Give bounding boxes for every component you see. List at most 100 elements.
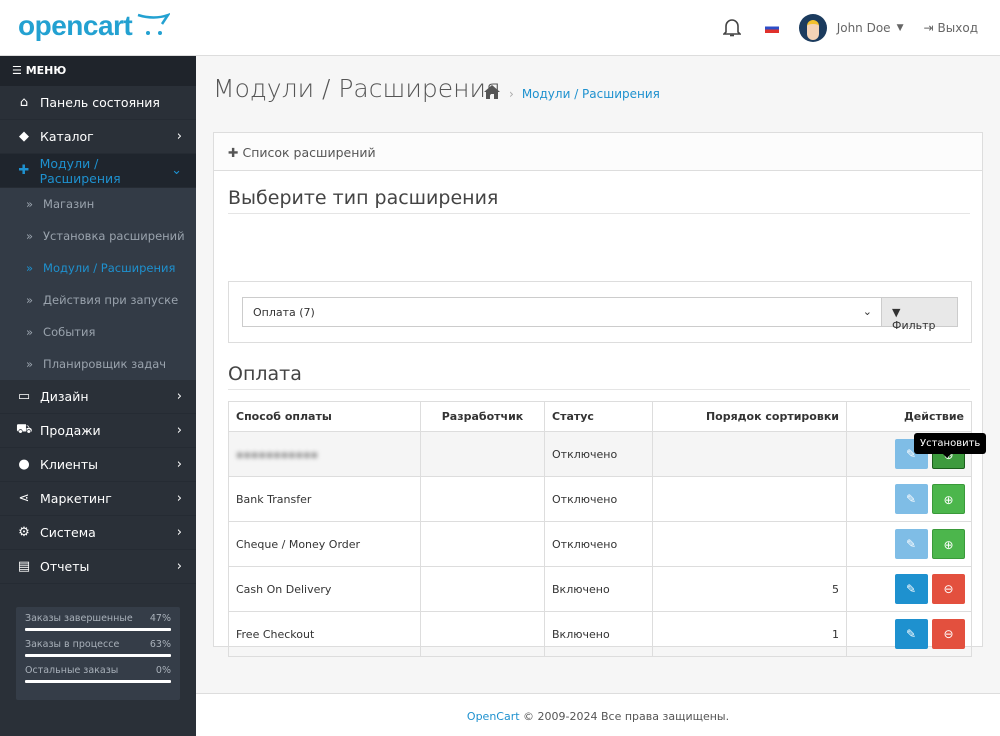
install-button[interactable]: ⊕ (932, 484, 965, 514)
sidebar-item-3[interactable]: ▭ Дизайн › (0, 380, 196, 414)
user-name[interactable]: John Doe (836, 21, 891, 35)
logo[interactable]: opencart (18, 10, 170, 42)
panel-title: Список расширений (242, 145, 376, 160)
chevron-down-icon: ⌄ (171, 163, 182, 178)
bar-chart-icon: ▤ (17, 559, 31, 574)
section-heading: Оплата (228, 363, 970, 390)
chevron-right-icon: › (176, 423, 182, 438)
extension-type-select[interactable]: Оплата (7) ⌄ (242, 297, 882, 327)
sidebar-item-label: Отчеты (40, 559, 90, 574)
column-header[interactable]: Порядок сортировки (652, 401, 847, 432)
avatar[interactable] (798, 14, 827, 42)
chevron-right-icon: › (176, 457, 182, 472)
breadcrumb-link[interactable]: Модули / Расширения (521, 86, 660, 101)
sidebar-item-4[interactable]: ⛟ Продажи › (0, 414, 196, 448)
edit-button[interactable]: ✎ (894, 574, 928, 604)
developer (420, 611, 545, 657)
sidebar-item-label: Маркетинг (40, 491, 112, 506)
panel-heading: ✚ Список расширений (214, 133, 982, 171)
page-title: Модули / Расширения (213, 74, 501, 103)
payment-name: Cash On Delivery (228, 566, 421, 612)
column-header[interactable]: Действие (846, 401, 972, 432)
column-header[interactable]: Разработчик (420, 401, 545, 432)
status: Включено (544, 566, 653, 612)
sidebar-item-8[interactable]: ▤ Отчеты › (0, 550, 196, 584)
chevron-right-icon: › (176, 389, 182, 404)
blurred-name: ▪▪▪▪▪▪▪▪▪▪▪ (236, 447, 319, 461)
home-icon[interactable] (483, 84, 501, 103)
submenu-item[interactable]: » События (0, 316, 196, 348)
sidebar-item-5[interactable]: ● Клиенты › (0, 448, 196, 482)
developer (420, 476, 545, 522)
submenu-label: События (43, 325, 96, 339)
sidebar-item-2[interactable]: ✚ Модули / Расширения ⌄ (0, 154, 196, 188)
cog-icon: ⚙ (18, 525, 30, 540)
chevron-down-icon: ⌄ (862, 305, 872, 318)
header: opencart John Doe ▼ ⇥ Выход (0, 0, 1000, 56)
edit-button[interactable]: ✎ (894, 619, 928, 649)
bell-icon[interactable] (721, 17, 742, 40)
submenu-label: Магазин (43, 197, 95, 211)
uninstall-button[interactable]: ⊖ (932, 574, 965, 604)
opencart-link[interactable]: OpenCart (466, 710, 520, 723)
edit-button[interactable]: ✎ (894, 484, 928, 514)
column-header[interactable]: Статус (544, 401, 653, 432)
submenu-item[interactable]: » Магазин (0, 188, 196, 220)
double-chevron-icon: » (26, 325, 34, 339)
status: Включено (544, 611, 653, 657)
sidebar-item-7[interactable]: ⚙ Система › (0, 516, 196, 550)
developer (420, 521, 545, 567)
logout-link[interactable]: Выход (937, 21, 978, 35)
caret-down-icon[interactable]: ▼ (896, 23, 904, 33)
sort-order: 5 (652, 566, 847, 612)
sidebar: ☰ МЕНЮ ⌂ Панель состояния ◆ Каталог › ✚ Модули… (0, 56, 196, 736)
sidebar-item-0[interactable]: ⌂ Панель состояния (0, 86, 196, 120)
sidebar-item-6[interactable]: ⋖ Маркетинг › (0, 482, 196, 516)
cart-icon: ⛟ (16, 422, 33, 437)
sidebar-item-label: Система (40, 525, 96, 540)
status: Отключено (544, 476, 653, 522)
tooltip: Установить (914, 433, 987, 458)
column-header[interactable]: Способ оплаты (228, 401, 421, 432)
status: Отключено (544, 431, 653, 477)
submenu-item[interactable]: » Установка расширений (0, 220, 196, 252)
sort-order (652, 431, 847, 477)
filter-button[interactable]: ▼ Фильтр (881, 297, 958, 332)
uninstall-button[interactable]: ⊖ (932, 619, 965, 649)
edit-button[interactable]: ✎ (894, 529, 928, 559)
copyright: © 2009-2024 Все права защищены. (519, 710, 730, 723)
sidebar-item-label: Панель состояния (40, 95, 160, 110)
payment-name: Bank Transfer (228, 476, 421, 522)
submenu-item[interactable]: » Планировщик задач (0, 348, 196, 380)
submenu: » Магазин » Установка расширений » Модули / Р… (0, 188, 196, 380)
submenu-item[interactable]: » Модули / Расширения (0, 252, 196, 284)
table-row: Cash On Delivery Включено 5 ✎ ⊖ (228, 566, 972, 612)
sidebar-item-1[interactable]: ◆ Каталог › (0, 120, 196, 154)
sign-out-icon[interactable]: ⇥ (923, 21, 934, 35)
stat-value: 63% (149, 639, 171, 650)
submenu-item[interactable]: » Действия при запуске (0, 284, 196, 316)
table-row: ▪▪▪▪▪▪▪▪▪▪▪ Отключено ✎ ⊕ (228, 431, 972, 477)
table-row: Cheque / Money Order Отключено ✎ ⊕ (228, 521, 972, 567)
double-chevron-icon: » (26, 293, 34, 307)
stat-item: Заказы в процессе 63% (25, 639, 171, 657)
ru-flag-icon[interactable] (764, 23, 779, 33)
table-row: Bank Transfer Отключено ✎ ⊕ (228, 476, 972, 522)
install-button[interactable]: ⊕ (932, 529, 965, 559)
extensions-panel: ✚ Список расширений Выберите тип расшире… (213, 132, 987, 657)
actions: ✎ ⊖ (846, 611, 972, 657)
submenu-label: Планировщик задач (43, 357, 167, 371)
filter-icon: ▼ (892, 306, 901, 319)
payment-name: Free Checkout (228, 611, 421, 657)
order-stats: Заказы завершенные 47% Заказы в процессе 63… (16, 607, 180, 700)
developer (420, 566, 545, 612)
monitor-icon: ▭ (17, 389, 31, 404)
stat-progress-bar (25, 628, 171, 631)
footer: OpenCart © 2009-2024 Все права защищены. (196, 693, 1000, 736)
double-chevron-icon: » (26, 357, 34, 371)
sort-order: 1 (652, 611, 847, 657)
submenu-label: Действия при запуске (43, 293, 179, 307)
stat-value: 0% (155, 665, 171, 676)
stat-value: 47% (149, 613, 171, 624)
menu-toggle[interactable]: ☰ МЕНЮ (0, 56, 196, 86)
